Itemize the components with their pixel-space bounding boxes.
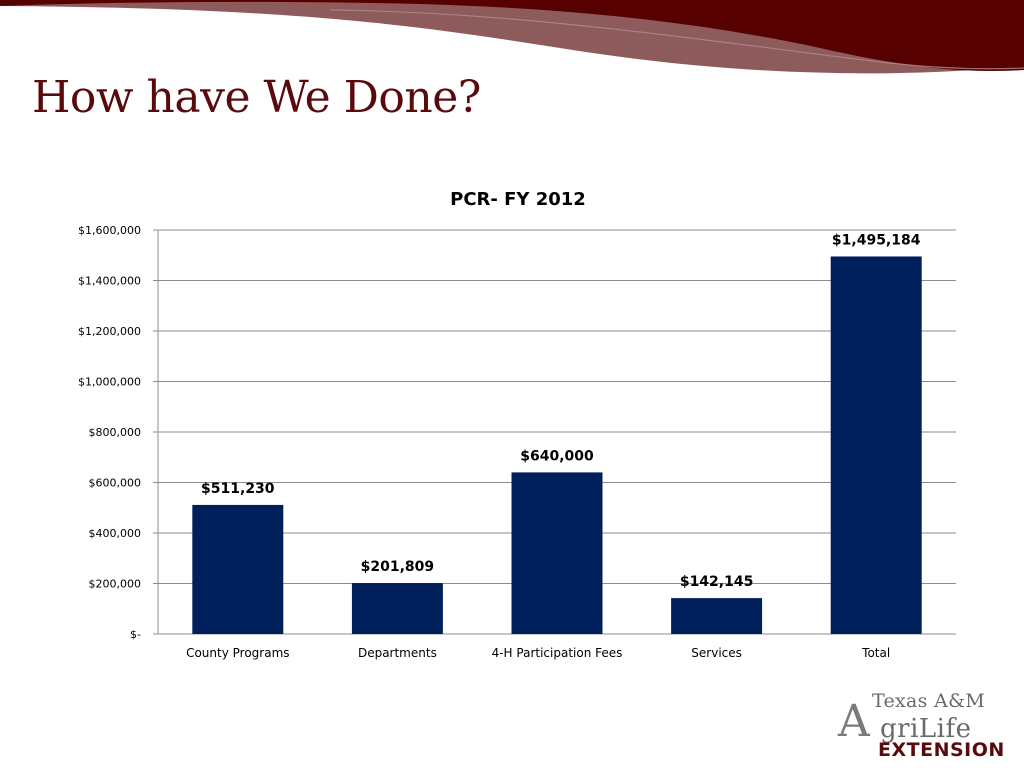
y-tick-label: $800,000 bbox=[89, 426, 142, 439]
x-tick-label: 4-H Participation Fees bbox=[492, 646, 623, 660]
y-tick-label: $600,000 bbox=[89, 477, 142, 490]
bar bbox=[511, 472, 603, 634]
y-tick-label: $1,600,000 bbox=[78, 224, 141, 237]
x-tick-label: Departments bbox=[358, 646, 437, 660]
bar bbox=[671, 598, 763, 634]
logo-extension: EXTENSION bbox=[878, 739, 1005, 761]
bar bbox=[351, 583, 443, 634]
logo-texas-am: Texas A&M bbox=[872, 690, 986, 712]
x-tick-label: Total bbox=[861, 646, 890, 660]
y-tick-label: $- bbox=[130, 628, 141, 641]
agrilife-extension-logo: Texas A&M A griLife EXTENSION bbox=[834, 686, 1014, 762]
logo-agrilife: griLife bbox=[880, 714, 972, 744]
y-tick-label: $1,000,000 bbox=[78, 376, 141, 389]
slide-title: How have We Done? bbox=[32, 72, 481, 123]
data-labels: $511,230 $201,809 $640,000 $142,145 $1,495,1… bbox=[201, 232, 921, 590]
y-tick-label: $1,200,000 bbox=[78, 325, 141, 338]
header-banner bbox=[0, 0, 1024, 74]
data-label: $511,230 bbox=[201, 481, 275, 497]
x-tick-label: Services bbox=[691, 646, 742, 660]
data-label: $640,000 bbox=[520, 448, 594, 464]
bar bbox=[830, 256, 922, 634]
banner-highlight-line bbox=[329, 9, 1024, 70]
data-label: $142,145 bbox=[680, 574, 754, 590]
x-axis-tick-labels: County Programs Departments 4-H Participat… bbox=[186, 646, 890, 660]
bar bbox=[192, 504, 284, 634]
data-label: $1,495,184 bbox=[832, 232, 921, 248]
x-tick-label: County Programs bbox=[186, 646, 289, 660]
bars bbox=[192, 256, 922, 634]
y-axis-tick-labels: $- $200,000 $400,000 $600,000 $800,000 $1,000… bbox=[78, 224, 141, 641]
logo-initial-a: A bbox=[838, 696, 870, 747]
y-tick-label: $1,400,000 bbox=[78, 275, 141, 288]
y-tick-label: $400,000 bbox=[89, 527, 142, 540]
chart-title: PCR- FY 2012 bbox=[450, 189, 586, 210]
gridlines bbox=[153, 229, 956, 635]
y-tick-label: $200,000 bbox=[89, 578, 142, 591]
data-label: $201,809 bbox=[361, 559, 435, 575]
banner-dark-swoosh bbox=[0, 0, 1024, 72]
